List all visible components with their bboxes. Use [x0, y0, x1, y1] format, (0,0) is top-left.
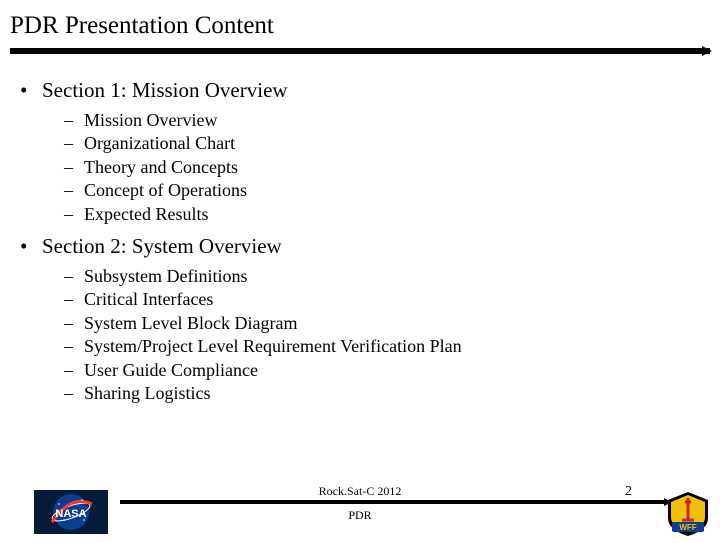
svg-text:WFF: WFF [679, 523, 696, 532]
dash-icon: – [64, 382, 84, 405]
list-item-text: Organizational Chart [84, 132, 235, 155]
slide: PDR Presentation Content • Section 1: Mi… [0, 0, 720, 540]
list-item-text: Theory and Concepts [84, 156, 238, 179]
dash-icon: – [64, 179, 84, 202]
list-item-text: System/Project Level Requirement Verific… [84, 335, 462, 358]
dash-icon: – [64, 265, 84, 288]
section-sublist: –Mission Overview –Organizational Chart … [20, 109, 700, 226]
list-item-text: System Level Block Diagram [84, 312, 297, 335]
bullet-icon: • [20, 234, 42, 259]
list-item-text: Sharing Logistics [84, 382, 211, 405]
list-item: –Critical Interfaces [64, 288, 700, 311]
list-item: –Mission Overview [64, 109, 700, 132]
dash-icon: – [64, 132, 84, 155]
section-sublist: –Subsystem Definitions –Critical Interfa… [20, 265, 700, 405]
dash-icon: – [64, 288, 84, 311]
section-heading: • Section 1: Mission Overview [20, 78, 700, 103]
section-heading-text: Section 1: Mission Overview [42, 78, 288, 103]
list-item-text: Concept of Operations [84, 179, 247, 202]
dash-icon: – [64, 312, 84, 335]
list-item-text: Mission Overview [84, 109, 218, 132]
title-area: PDR Presentation Content [0, 0, 720, 44]
list-item: –Subsystem Definitions [64, 265, 700, 288]
section-heading: • Section 2: System Overview [20, 234, 700, 259]
list-item-text: Subsystem Definitions [84, 265, 248, 288]
dash-icon: – [64, 109, 84, 132]
list-item: –Concept of Operations [64, 179, 700, 202]
nasa-logo-icon: NASA [34, 490, 108, 534]
dash-icon: – [64, 203, 84, 226]
content-body: • Section 1: Mission Overview –Mission O… [0, 54, 720, 405]
wff-logo-icon: WFF [662, 490, 714, 538]
list-item-text: User Guide Compliance [84, 359, 258, 382]
list-item: –Sharing Logistics [64, 382, 700, 405]
list-item: –System/Project Level Requirement Verifi… [64, 335, 700, 358]
section-heading-text: Section 2: System Overview [42, 234, 282, 259]
list-item: –Expected Results [64, 203, 700, 226]
footer-divider [120, 500, 670, 504]
footer-line2: PDR [0, 508, 720, 523]
list-item: –System Level Block Diagram [64, 312, 700, 335]
page-number: 2 [625, 484, 632, 500]
svg-text:NASA: NASA [55, 508, 86, 520]
footer: Rock.Sat-C 2012 PDR 2 NASA WFF [0, 482, 720, 540]
dash-icon: – [64, 359, 84, 382]
page-title: PDR Presentation Content [10, 12, 710, 40]
list-item: –Organizational Chart [64, 132, 700, 155]
footer-line1: Rock.Sat-C 2012 [0, 484, 720, 499]
list-item: –User Guide Compliance [64, 359, 700, 382]
bullet-icon: • [20, 78, 42, 103]
dash-icon: – [64, 335, 84, 358]
dash-icon: – [64, 156, 84, 179]
list-item: –Theory and Concepts [64, 156, 700, 179]
list-item-text: Critical Interfaces [84, 288, 213, 311]
title-divider [10, 48, 710, 54]
list-item-text: Expected Results [84, 203, 208, 226]
